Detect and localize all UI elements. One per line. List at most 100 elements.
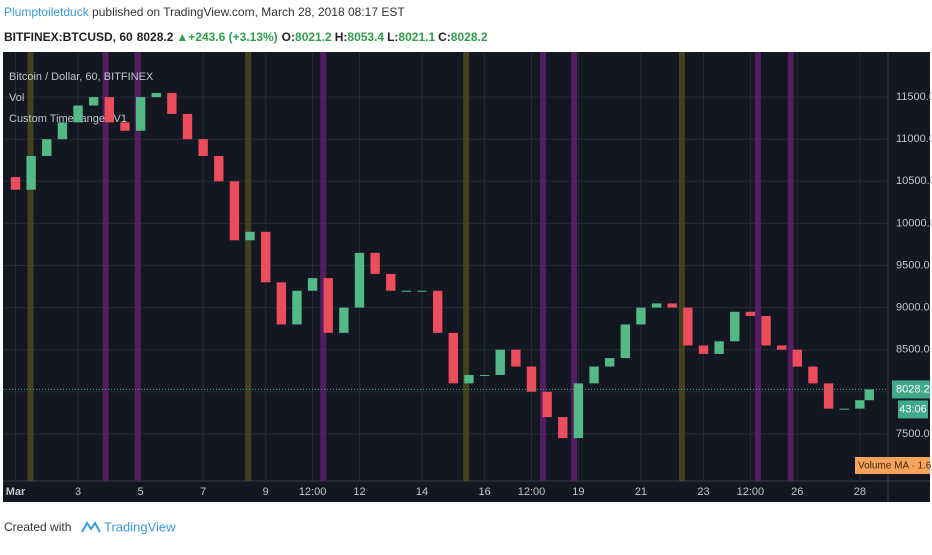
legend-line: Custom Time ranges V1 <box>9 113 127 125</box>
plot: 7500.08000.08500.09000.09500.010000.0105… <box>3 52 932 498</box>
candle <box>526 366 537 392</box>
c-label: C: <box>438 30 451 44</box>
footer-created: Created with <box>4 520 71 534</box>
symbol: BITFINEX:BTCUSD, 60 <box>4 30 133 44</box>
x-tick-label: 12:00 <box>299 486 327 498</box>
candle <box>354 252 365 308</box>
candle <box>839 408 849 410</box>
candle <box>307 278 318 291</box>
time-range <box>320 52 327 481</box>
candle <box>745 311 756 317</box>
time-range <box>787 52 794 481</box>
x-tick-label: 16 <box>478 486 490 498</box>
change: ▲+243.6 (+3.13%) <box>176 30 277 44</box>
candle <box>73 105 83 123</box>
time-range <box>571 52 578 481</box>
time-range <box>540 52 547 481</box>
candle <box>464 374 474 384</box>
candle <box>167 92 177 114</box>
volume-ma-box <box>855 457 930 474</box>
candle <box>386 273 396 291</box>
published: published on TradingView.com, March 28, … <box>89 5 406 19</box>
last-price-box <box>892 380 930 399</box>
y-tick-label: 11500.0 <box>896 91 932 103</box>
candle <box>120 122 130 131</box>
legend-line: Bitcoin / Dollar, 60, BITFINEX <box>9 71 154 83</box>
candle <box>245 231 255 241</box>
l: 8021.1 <box>398 30 435 44</box>
time-range <box>27 52 34 481</box>
candle <box>104 97 115 123</box>
x-tick-label: 19 <box>572 486 584 498</box>
candle <box>432 290 443 333</box>
candle <box>88 97 99 106</box>
x-tick-label: 14 <box>416 486 428 498</box>
time-range <box>678 52 685 481</box>
candle <box>339 307 349 333</box>
y-tick-label: 8500.0 <box>896 344 930 356</box>
time-range <box>463 52 470 481</box>
time-range <box>245 52 252 481</box>
x-tick-label: 28 <box>854 486 866 498</box>
time-range <box>754 52 761 481</box>
l-label: L: <box>387 30 398 44</box>
x-tick-label: 9 <box>263 486 269 498</box>
o-label: O: <box>282 30 295 44</box>
candle <box>10 177 21 190</box>
x-tick-label: 12 <box>353 486 365 498</box>
x-tick-label: 3 <box>75 486 81 498</box>
candle <box>573 383 584 439</box>
y-tick-label: 10000.0 <box>896 217 932 229</box>
candle <box>589 366 599 384</box>
countdown-box <box>898 400 928 419</box>
x-tick-label: 23 <box>697 486 709 498</box>
y-tick-label: 9000.0 <box>896 302 930 314</box>
candle <box>604 358 615 367</box>
candle <box>511 349 521 367</box>
candle <box>135 97 146 131</box>
author[interactable]: Plumptoiletduck <box>4 5 90 19</box>
candle <box>198 139 208 157</box>
publish-line: Plumptoiletduck published on TradingView… <box>4 5 405 19</box>
footer-brand[interactable]: TradingView <box>104 519 176 534</box>
countdown: 43:06 <box>899 403 927 415</box>
y-tick-label: 11000.0 <box>896 133 932 145</box>
brand-icon <box>81 521 101 533</box>
h: 8053.4 <box>347 30 384 44</box>
x-tick-label: 5 <box>138 486 144 498</box>
x-tick-label: 12:00 <box>518 486 546 498</box>
candle <box>558 417 568 439</box>
candle <box>260 231 271 283</box>
candle <box>151 92 161 98</box>
candle <box>448 332 459 384</box>
candle <box>401 290 412 292</box>
candle <box>57 122 68 140</box>
candle <box>714 341 724 354</box>
candle <box>776 345 787 350</box>
o: 8021.2 <box>295 30 332 44</box>
candle <box>276 282 287 325</box>
candle <box>42 139 52 157</box>
candle <box>808 366 818 384</box>
y-tick-label: 9500.0 <box>896 259 930 271</box>
x-tick-label: 26 <box>791 486 803 498</box>
candle <box>182 113 193 140</box>
last: 8028.2 <box>137 30 174 44</box>
candle <box>855 400 865 409</box>
candle <box>214 156 224 182</box>
volume-ma-label: Volume MA · 1.617K <box>858 461 932 472</box>
x-tick-label: 21 <box>635 486 647 498</box>
candle <box>26 156 36 190</box>
time-range <box>134 52 141 481</box>
h-label: H: <box>335 30 348 44</box>
candle <box>370 252 380 274</box>
time-range <box>102 52 109 481</box>
candle <box>667 303 677 308</box>
candle <box>229 181 240 241</box>
x-tick-label: 12:00 <box>737 486 765 498</box>
candle <box>730 311 740 342</box>
x-tick-label: 7 <box>200 486 206 498</box>
candle <box>542 391 552 418</box>
